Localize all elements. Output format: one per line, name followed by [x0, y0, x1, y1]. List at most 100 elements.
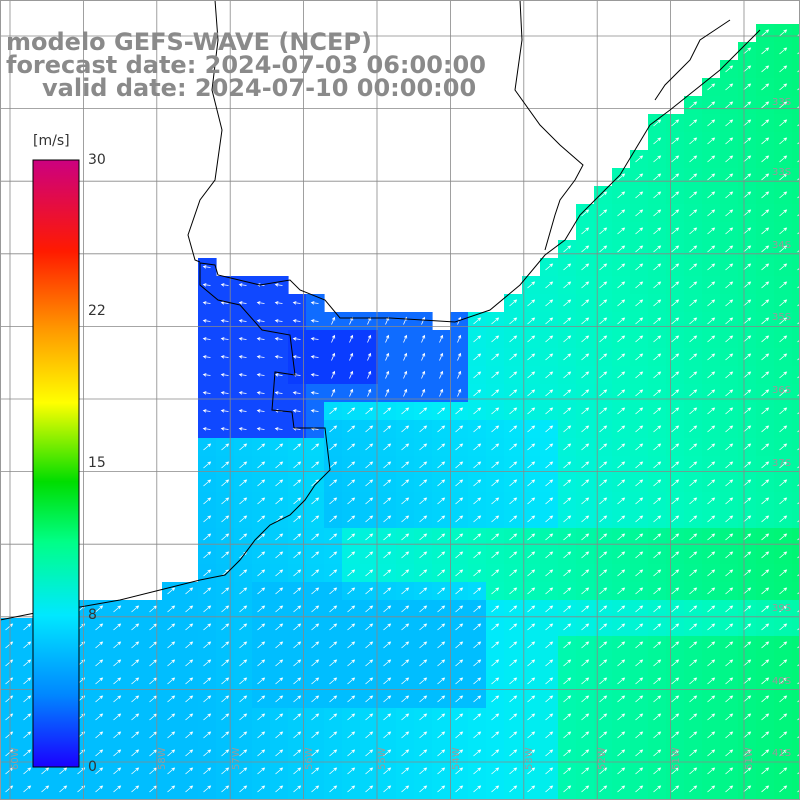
- lat-label: 35S: [772, 312, 792, 323]
- wind-cell: [234, 474, 253, 493]
- wind-arrow: [779, 587, 788, 595]
- wind-cell: [756, 672, 775, 691]
- wind-arrow: [203, 785, 212, 793]
- wind-cell: [702, 528, 721, 547]
- wind-arrow: [779, 83, 788, 91]
- wind-cell: [774, 204, 793, 223]
- wind-arrow: [293, 749, 302, 757]
- wind-arrow: [743, 83, 752, 91]
- wind-cell: [522, 474, 541, 493]
- wind-arrow: [347, 569, 356, 577]
- wind-arrow: [401, 749, 410, 757]
- wind-arrow: [743, 353, 752, 361]
- wind-arrow: [293, 497, 302, 505]
- wind-cell: [666, 582, 685, 601]
- wind-cell: [126, 744, 145, 763]
- wind-arrow: [527, 659, 536, 667]
- wind-arrow: [419, 785, 428, 793]
- wind-arrow: [491, 335, 500, 343]
- wind-arrow: [167, 605, 176, 613]
- wind-arrow: [419, 425, 428, 433]
- wind-cell: [702, 330, 721, 349]
- wind-cell: [594, 582, 613, 601]
- wind-cell: [252, 510, 271, 529]
- wind-cell: [702, 366, 721, 385]
- wind-arrow: [653, 335, 662, 343]
- wind-cell: [486, 744, 505, 763]
- wind-arrow: [653, 317, 662, 325]
- wind-cell: [252, 708, 271, 727]
- wind-arrow: [401, 479, 410, 487]
- wind-cell: [198, 762, 217, 781]
- wind-cell: [720, 366, 739, 385]
- wind-cell: [252, 474, 271, 493]
- wind-arrow: [779, 245, 788, 253]
- wind-cell: [720, 672, 739, 691]
- wind-cell: [468, 366, 487, 385]
- wind-cell: [540, 420, 559, 439]
- wind-arrow: [419, 749, 428, 757]
- wind-cell: [504, 456, 523, 475]
- wind-arrow: [563, 461, 572, 469]
- wind-cell: [126, 600, 145, 619]
- wind-cell: [774, 618, 793, 637]
- wind-cell: [504, 474, 523, 493]
- wind-cell: [522, 762, 541, 781]
- colorbar-tick-22: 22: [88, 303, 106, 319]
- wind-arrow: [635, 245, 644, 253]
- wind-cell: [630, 330, 649, 349]
- wind-arrow: [779, 371, 788, 379]
- wind-arrow: [725, 641, 734, 649]
- wind-arrow: [293, 695, 302, 703]
- wind-arrow: [401, 587, 410, 595]
- wind-cell: [450, 708, 469, 727]
- wind-cell: [360, 582, 379, 601]
- wind-cell: [684, 510, 703, 529]
- wind-arrow: [599, 767, 608, 775]
- wind-cell: [396, 654, 415, 673]
- wind-arrow: [527, 281, 536, 289]
- wind-cell: [324, 600, 343, 619]
- wind-cell: [396, 762, 415, 781]
- wind-cell: [18, 618, 37, 637]
- wind-cell: [576, 636, 595, 655]
- wind-arrow: [401, 461, 410, 469]
- wind-cell: [198, 654, 217, 673]
- wind-cell: [738, 492, 757, 511]
- wind-cell: [648, 564, 667, 583]
- wind-arrow: [185, 731, 194, 739]
- wind-cell: [756, 132, 775, 151]
- wind-arrow: [563, 533, 572, 541]
- wind-cell: [648, 672, 667, 691]
- wind-cell: [756, 744, 775, 763]
- wind-arrow: [491, 623, 500, 631]
- wind-cell: [198, 618, 217, 637]
- wind-arrow: [671, 749, 680, 757]
- wind-arrow: [455, 497, 464, 505]
- wind-arrow: [725, 785, 734, 793]
- wind-arrow: [707, 83, 716, 91]
- wind-cell: [594, 618, 613, 637]
- wind-cell: [666, 690, 685, 709]
- wind-arrow: [797, 483, 800, 487]
- wind-arrow: [707, 173, 716, 181]
- wind-arrow: [473, 785, 482, 793]
- wind-cell: [450, 474, 469, 493]
- wind-arrow: [635, 155, 644, 163]
- wind-arrow: [457, 388, 462, 397]
- wind-cell: [234, 780, 253, 799]
- wind-arrow: [653, 263, 662, 271]
- wind-cell: [792, 294, 800, 313]
- wind-cell: [684, 492, 703, 511]
- wind-cell: [198, 528, 217, 547]
- wind-arrow: [779, 173, 788, 181]
- wind-cell: [522, 312, 541, 331]
- wind-arrow: [293, 623, 302, 631]
- wind-arrow: [653, 551, 662, 559]
- wind-arrow: [779, 443, 788, 451]
- wind-arrow: [331, 388, 336, 397]
- wind-arrow: [761, 479, 770, 487]
- wind-arrow: [725, 299, 734, 307]
- wind-arrow: [527, 299, 536, 307]
- wind-cell: [558, 600, 577, 619]
